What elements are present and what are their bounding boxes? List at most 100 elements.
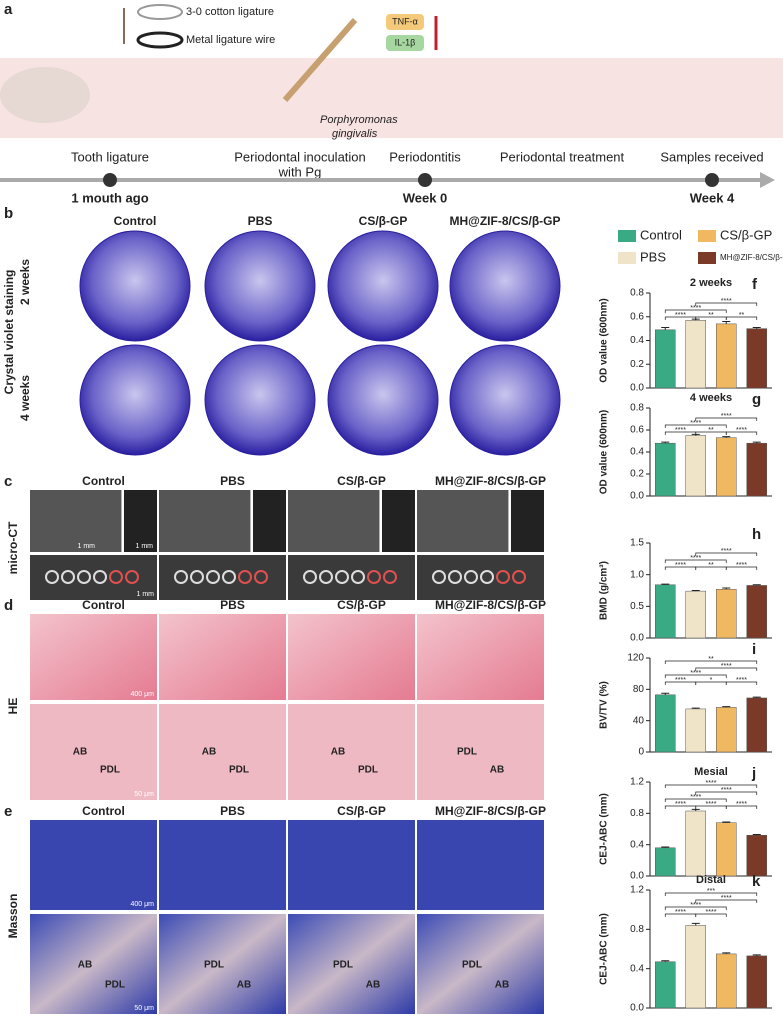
ct-sagittal [288, 490, 380, 552]
region-label: PDL [229, 765, 249, 776]
y-tick-label: 0.6 [630, 311, 644, 322]
timeline-dot [418, 173, 432, 187]
ct-tooth [123, 490, 157, 552]
bar [685, 925, 706, 1009]
bar [746, 328, 767, 389]
step-label: Periodontitis [389, 149, 461, 164]
timeline-label: 1 mouth ago [71, 190, 148, 205]
column-header: CS/β-GP [359, 214, 408, 228]
significance-label: ** [708, 656, 714, 663]
panel-label: a [4, 1, 13, 18]
he-overview [159, 614, 286, 700]
root-section [238, 570, 252, 584]
stained-well [204, 344, 316, 456]
column-header: MH@ZIF-8/CS/β-GP [449, 214, 560, 228]
bar [685, 320, 706, 389]
step-label: Samples received [660, 149, 763, 164]
legend-swatch [618, 230, 636, 242]
root-section [61, 570, 75, 584]
y-tick-label: 0.0 [630, 491, 644, 502]
significance-label: ** [739, 312, 745, 319]
step-label: Tooth ligature [71, 149, 149, 164]
significance-bracket [695, 913, 727, 917]
region-label: AB [237, 980, 251, 991]
ligature-label: 3-0 cotton ligature [186, 6, 274, 18]
error-bar [661, 326, 670, 330]
region-label: AB [490, 765, 504, 776]
region-label: PDL [457, 747, 477, 758]
error-bar [661, 960, 670, 962]
bar [655, 847, 676, 877]
scale-bar-label: 1 mm [136, 543, 154, 550]
ct-tooth [252, 490, 286, 552]
error-bar [752, 326, 761, 329]
column-header: MH@ZIF-8/CS/β-GP [435, 804, 546, 818]
bar [746, 835, 767, 877]
y-tick-label: 0.6 [630, 425, 644, 436]
masson-overview [159, 820, 286, 910]
column-header: PBS [220, 598, 245, 612]
bar [655, 442, 676, 497]
panel-label: d [4, 597, 13, 614]
masson-detail [159, 914, 286, 1014]
stained-well [327, 344, 439, 456]
masson-detail [417, 914, 544, 1014]
y-axis-title: CEJ-ABC (mm) [599, 913, 610, 985]
error-bar [691, 922, 700, 926]
root-section [206, 570, 220, 584]
side-label: HE [6, 698, 20, 715]
cotton-ring [137, 4, 183, 20]
timeline-label: Week 0 [403, 190, 448, 205]
step-label: Periodontal treatment [500, 149, 625, 164]
panel-label: j [751, 765, 756, 782]
ct-sagittal [417, 490, 509, 552]
panel-label: f [752, 276, 758, 293]
y-tick-label: 0.0 [630, 383, 644, 394]
significance-bracket [725, 316, 758, 320]
panel-label: e [4, 803, 12, 820]
masson-overview [30, 820, 157, 910]
y-tick-label: 0.8 [630, 288, 644, 299]
significance-bracket [664, 892, 758, 896]
bar [685, 435, 706, 497]
error-bar [661, 846, 670, 848]
column-header: MH@ZIF-8/CS/β-GP [435, 474, 546, 488]
step-label: Periodontal inoculation [234, 149, 366, 164]
significance-label: **** [675, 312, 686, 319]
error-bar [691, 590, 700, 592]
significance-bracket [664, 906, 727, 910]
error-bar [722, 952, 731, 954]
ct-sagittal [159, 490, 251, 552]
background-band [0, 58, 783, 138]
error-bar [661, 441, 670, 444]
y-tick-label: 1.0 [630, 569, 644, 580]
side-label: micro-CT [6, 521, 20, 574]
region-label: AB [495, 980, 509, 991]
y-tick-label: 0 [638, 747, 644, 758]
significance-label: **** [690, 555, 701, 562]
significance-label: **** [721, 298, 732, 305]
cytokine: TNF-α [392, 16, 418, 26]
error-bar [752, 833, 761, 836]
significance-label: **** [675, 427, 686, 434]
side-label: Masson [6, 894, 20, 939]
column-header: CS/β-GP [337, 598, 386, 612]
legend-label: PBS [640, 249, 666, 264]
stained-well [204, 230, 316, 342]
significance-label: **** [690, 420, 701, 427]
significance-label: **** [721, 895, 732, 902]
column-header: Control [114, 214, 157, 228]
bar [685, 708, 706, 753]
y-tick-label: 1.2 [630, 885, 644, 896]
error-bar [691, 808, 700, 811]
significance-bracket [725, 566, 758, 570]
y-tick-label: 0.8 [630, 924, 644, 935]
root-section [383, 570, 397, 584]
y-tick-label: 120 [627, 653, 644, 664]
region-label: AB [78, 960, 92, 971]
root-section [367, 570, 381, 584]
significance-label: **** [706, 909, 717, 916]
column-header: PBS [220, 804, 245, 818]
y-axis-title: OD value (600nm) [599, 410, 610, 494]
